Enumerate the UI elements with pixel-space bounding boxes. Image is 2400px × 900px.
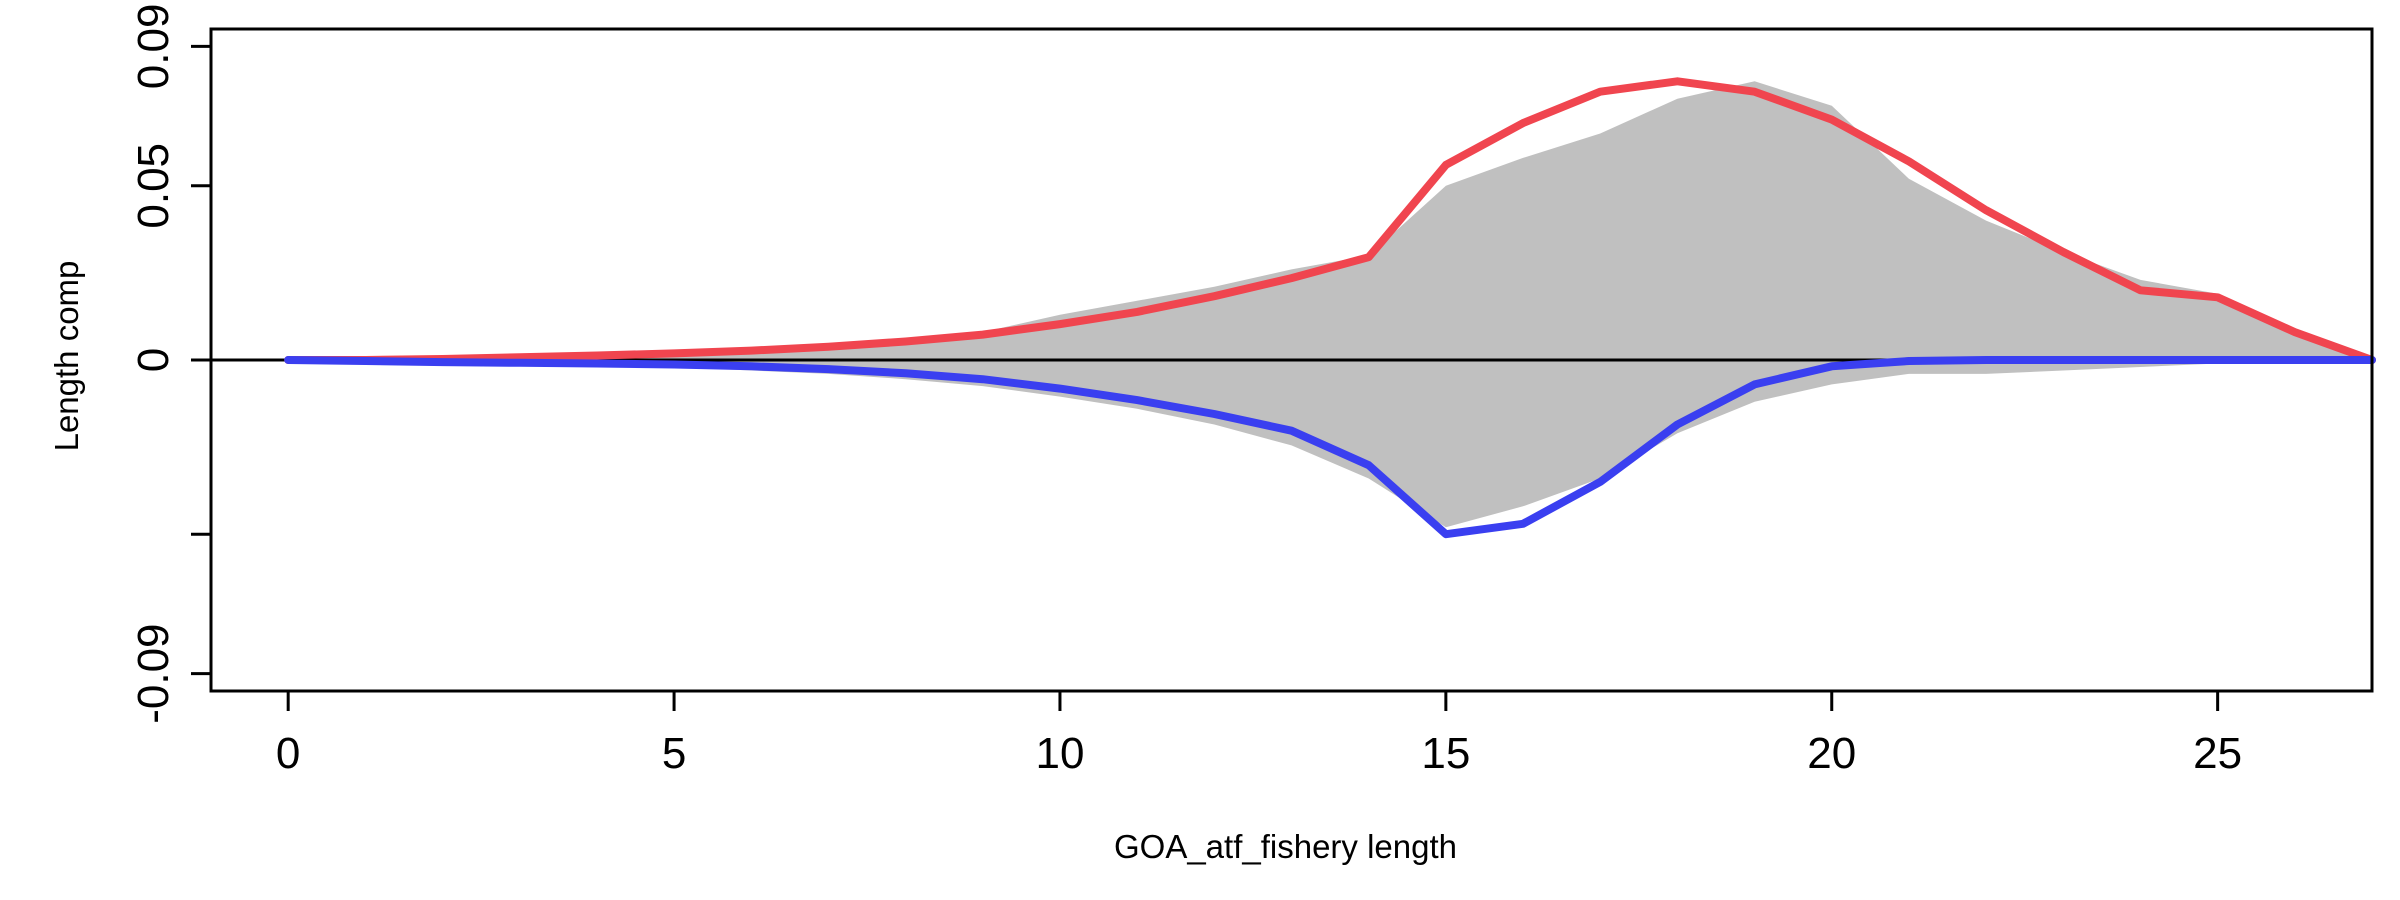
observed-area bbox=[288, 81, 2373, 528]
expected-lower-line bbox=[284, 356, 2376, 539]
plot-area bbox=[209, 27, 2376, 693]
y-axis-title: Length comp bbox=[48, 261, 85, 452]
x-axis-title: GOA_atf_fishery length bbox=[1114, 828, 1457, 865]
x-tick-label: 15 bbox=[1421, 729, 1470, 778]
x-tick-label: 0 bbox=[276, 729, 300, 778]
y-tick-label: 0.09 bbox=[129, 4, 178, 90]
x-tick-label: 5 bbox=[662, 729, 686, 778]
y-tick-label: -0.09 bbox=[129, 623, 178, 723]
y-axis: -0.09 0 0.05 0.09 bbox=[129, 4, 213, 724]
x-tick-label: 25 bbox=[2193, 729, 2242, 778]
x-axis: 0 5 10 15 20 25 bbox=[276, 689, 2242, 778]
x-tick-label: 10 bbox=[1035, 729, 1084, 778]
x-tick-label: 20 bbox=[1807, 729, 1856, 778]
y-tick-label: 0.05 bbox=[129, 143, 178, 229]
expected-upper-line bbox=[284, 77, 2376, 364]
y-tick-label: 0 bbox=[129, 348, 178, 372]
